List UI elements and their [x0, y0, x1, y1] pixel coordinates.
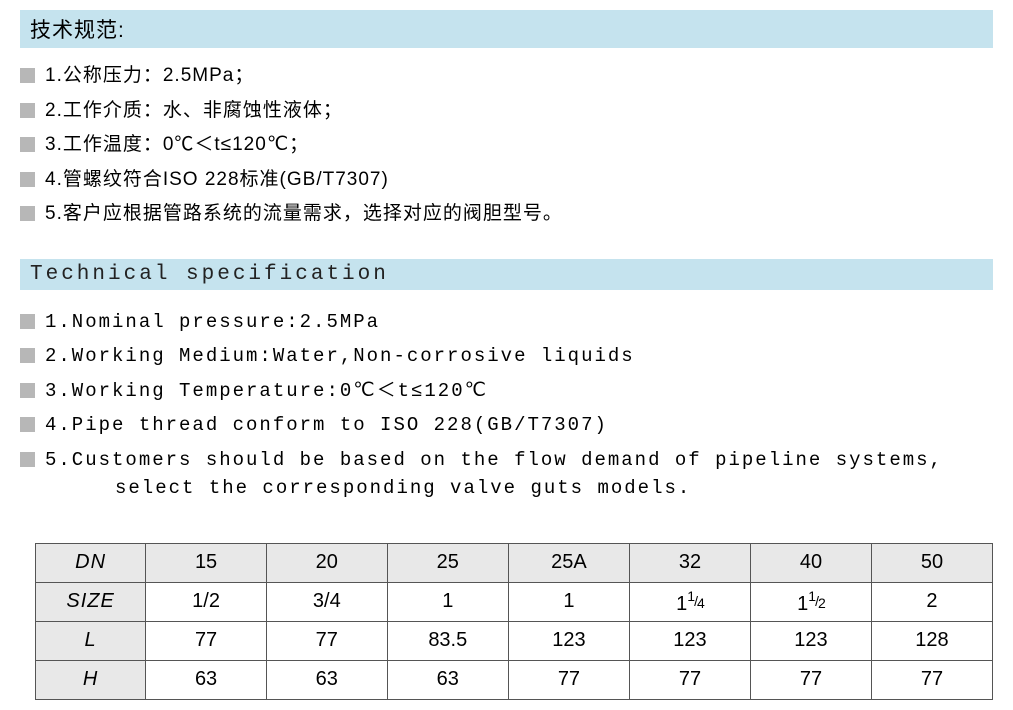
spec-text-line2: select the corresponding valve guts mode…	[45, 474, 943, 503]
table-cell: 77	[871, 660, 992, 699]
table-cell: 1	[508, 582, 629, 621]
spec-list-en: 1.Nominal pressure:2.5MPa 2.Working Medi…	[20, 304, 993, 503]
table-cell: 77	[508, 660, 629, 699]
spec-text: 3.Working Temperature:0℃＜t≤120℃	[45, 377, 488, 406]
table-cell: 50	[871, 543, 992, 582]
table-cell: 123	[629, 621, 750, 660]
spec-item: 4.Pipe thread conform to ISO 228(GB/T730…	[20, 411, 993, 440]
spec-item: 5.Customers should be based on the flow …	[20, 446, 993, 503]
table-cell: 1	[387, 582, 508, 621]
table-row: H 63 63 63 77 77 77 77	[36, 660, 993, 699]
table-cell: 77	[750, 660, 871, 699]
table-cell: 25	[387, 543, 508, 582]
square-bullet-icon	[20, 137, 35, 152]
spec-text-line1: 5.Customers should be based on the flow …	[45, 449, 943, 471]
row-header: SIZE	[36, 582, 146, 621]
spec-text: 2.工作介质：水、非腐蚀性液体；	[45, 97, 343, 126]
table-row: SIZE 1/2 3/4 1 1 11/4 11/2 2	[36, 582, 993, 621]
spec-text: 1.Nominal pressure:2.5MPa	[45, 308, 380, 337]
header-cn: 技术规范:	[20, 10, 993, 48]
spec-text: 5.客户应根据管路系统的流量需求，选择对应的阀胆型号。	[45, 200, 563, 229]
table-cell: 77	[146, 621, 267, 660]
square-bullet-icon	[20, 348, 35, 363]
spec-item: 1.公称压力：2.5MPa；	[20, 62, 993, 91]
table-cell: 63	[146, 660, 267, 699]
table-cell: 11/2	[750, 582, 871, 621]
table-cell: 63	[266, 660, 387, 699]
square-bullet-icon	[20, 206, 35, 221]
square-bullet-icon	[20, 68, 35, 83]
table-row: L 77 77 83.5 123 123 123 128	[36, 621, 993, 660]
row-header: L	[36, 621, 146, 660]
table-cell: 63	[387, 660, 508, 699]
table-row: DN 15 20 25 25A 32 40 50	[36, 543, 993, 582]
table-cell: 15	[146, 543, 267, 582]
table-cell: 20	[266, 543, 387, 582]
table-cell: 1/2	[146, 582, 267, 621]
table-cell: 25A	[508, 543, 629, 582]
row-header: DN	[36, 543, 146, 582]
spec-item: 3.工作温度：0℃＜t≤120℃；	[20, 131, 993, 160]
spec-text: 4.管螺纹符合ISO 228标准(GB/T7307)	[45, 166, 389, 195]
table-cell: 11/4	[629, 582, 750, 621]
spec-item: 1.Nominal pressure:2.5MPa	[20, 308, 993, 337]
table-cell: 123	[750, 621, 871, 660]
spec-text: 1.公称压力：2.5MPa；	[45, 62, 254, 91]
table-cell: 2	[871, 582, 992, 621]
table-cell: 3/4	[266, 582, 387, 621]
spec-list-cn: 1.公称压力：2.5MPa； 2.工作介质：水、非腐蚀性液体； 3.工作温度：0…	[20, 58, 993, 229]
square-bullet-icon	[20, 417, 35, 432]
spec-text: 3.工作温度：0℃＜t≤120℃；	[45, 131, 309, 160]
table-cell: 128	[871, 621, 992, 660]
spec-item: 2.Working Medium:Water,Non-corrosive liq…	[20, 342, 993, 371]
spec-item: 2.工作介质：水、非腐蚀性液体；	[20, 97, 993, 126]
spec-text: 4.Pipe thread conform to ISO 228(GB/T730…	[45, 411, 608, 440]
row-header: H	[36, 660, 146, 699]
header-en: Technical specification	[20, 259, 993, 290]
square-bullet-icon	[20, 383, 35, 398]
square-bullet-icon	[20, 314, 35, 329]
spec-item: 4.管螺纹符合ISO 228标准(GB/T7307)	[20, 166, 993, 195]
square-bullet-icon	[20, 452, 35, 467]
table-cell: 77	[266, 621, 387, 660]
square-bullet-icon	[20, 103, 35, 118]
spec-text: 5.Customers should be based on the flow …	[45, 446, 943, 503]
table-cell: 77	[629, 660, 750, 699]
spec-item: 3.Working Temperature:0℃＜t≤120℃	[20, 377, 993, 406]
dimensions-table: DN 15 20 25 25A 32 40 50 SIZE 1/2 3/4 1 …	[35, 543, 993, 700]
spec-item: 5.客户应根据管路系统的流量需求，选择对应的阀胆型号。	[20, 200, 993, 229]
table-cell: 40	[750, 543, 871, 582]
spec-text: 2.Working Medium:Water,Non-corrosive liq…	[45, 342, 635, 371]
table-cell: 83.5	[387, 621, 508, 660]
square-bullet-icon	[20, 172, 35, 187]
table-cell: 123	[508, 621, 629, 660]
table-cell: 32	[629, 543, 750, 582]
